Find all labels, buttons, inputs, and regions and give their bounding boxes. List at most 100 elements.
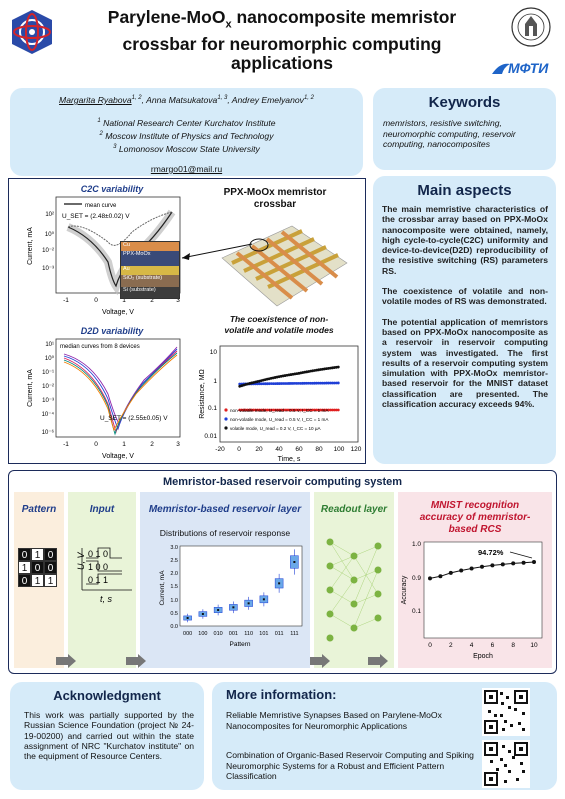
more-link-2[interactable]: Combination of Organic-Based Reservoir C… bbox=[226, 750, 474, 781]
stack-layer: PPX-MoOx bbox=[121, 251, 179, 266]
pattern-cell: 1 bbox=[44, 574, 57, 587]
svg-text:0.1: 0.1 bbox=[208, 405, 217, 412]
resistance-point bbox=[297, 381, 301, 385]
svg-text:60: 60 bbox=[295, 446, 303, 453]
resistance-point bbox=[307, 408, 311, 412]
svg-text:120: 120 bbox=[351, 446, 362, 453]
resistance-point bbox=[242, 408, 246, 412]
svg-text:10: 10 bbox=[210, 349, 218, 356]
resistance-point bbox=[311, 408, 315, 412]
accuracy-point bbox=[438, 574, 443, 579]
resistance-point bbox=[291, 408, 295, 412]
svg-text:2: 2 bbox=[150, 297, 154, 304]
acc-x-tick: 8 bbox=[511, 642, 515, 649]
svg-text:1: 1 bbox=[122, 297, 126, 304]
resistance-point bbox=[321, 381, 324, 385]
acc-x-tick: 6 bbox=[491, 642, 495, 649]
svg-text:80: 80 bbox=[315, 446, 323, 453]
email-link[interactable]: rmargo01@mail.ru bbox=[150, 164, 223, 174]
readout-panel: Readout layer bbox=[314, 492, 394, 668]
authors-line: Margarita Ryabova1, 2, Anna Matsukatova1… bbox=[59, 95, 314, 105]
svg-text:-1: -1 bbox=[63, 441, 69, 448]
svg-text:1.5: 1.5 bbox=[170, 584, 178, 590]
resistance-point bbox=[309, 381, 313, 385]
pattern-cell: 0 bbox=[44, 548, 57, 561]
flow-arrows bbox=[56, 654, 388, 668]
reservoir-title: Memristor-based reservoir computing syst… bbox=[162, 476, 403, 488]
svg-text:10⁻²: 10⁻² bbox=[42, 384, 54, 390]
resistance-point bbox=[287, 408, 291, 412]
dist-title: Distributions of reservoir response bbox=[159, 528, 291, 538]
accuracy-point bbox=[448, 570, 453, 575]
resistance-point bbox=[313, 408, 317, 412]
resistance-point bbox=[301, 381, 305, 385]
d2d-y-ticks: 10¹ 10⁰ 10⁻¹ 10⁻² 10⁻³ 10⁻⁴ 10⁻⁶ bbox=[42, 342, 55, 436]
accuracy-point bbox=[480, 564, 484, 569]
resistance-point bbox=[289, 408, 293, 412]
keywords-text: memristors, resistive switching, neuromo… bbox=[383, 118, 516, 149]
zoom-arrow bbox=[181, 243, 253, 260]
resistance-point bbox=[273, 408, 277, 412]
resistance-series bbox=[238, 365, 340, 412]
svg-text:2.5: 2.5 bbox=[170, 558, 178, 564]
resistance-point bbox=[263, 382, 267, 386]
svg-text:0.9: 0.9 bbox=[412, 575, 421, 582]
d2d-ylabel: Current, mA bbox=[27, 369, 34, 407]
input-panel: Input U, V t, s 0 1 0 1 0 0 0 1 1 bbox=[68, 492, 136, 668]
pattern-cell: 0 bbox=[18, 574, 31, 587]
svg-text:volatile mode, U_read = 0.2 V,: volatile mode, U_read = 0.2 V, I_CC = 10… bbox=[230, 426, 322, 431]
resistance-point bbox=[327, 408, 330, 412]
c2c-y-ticks: 10² 10⁰ 10⁻² 10⁻³ bbox=[42, 212, 54, 272]
main-aspects-title: Main aspects bbox=[417, 182, 512, 199]
qr-code-icon[interactable] bbox=[482, 688, 530, 736]
stack-layer: SiO₂ (substrate) bbox=[121, 275, 179, 287]
accuracy-point bbox=[428, 576, 432, 581]
resistance-point bbox=[293, 382, 297, 385]
svg-text:20: 20 bbox=[255, 446, 263, 453]
resistance-point bbox=[305, 408, 309, 412]
resistance-point bbox=[330, 408, 334, 412]
pattern-title: Pattern bbox=[21, 504, 57, 515]
res-legend: non-volatile mode, U_read = 0.5 V, I_CC … bbox=[224, 408, 329, 431]
resistance-point bbox=[260, 382, 263, 386]
resistance-point bbox=[329, 408, 332, 412]
resistance-point bbox=[263, 408, 267, 412]
resistance-point bbox=[269, 408, 273, 412]
res-xlabel: Time, s bbox=[278, 456, 301, 463]
svg-text:-20: -20 bbox=[215, 446, 225, 453]
svg-text:3.0: 3.0 bbox=[170, 545, 178, 551]
resistance-point bbox=[267, 408, 271, 412]
box-x-tick: 001 bbox=[229, 631, 238, 637]
resistance-point bbox=[297, 408, 301, 412]
resistance-point bbox=[248, 408, 251, 412]
resistance-point bbox=[252, 408, 255, 412]
resistance-point bbox=[336, 365, 340, 369]
accuracy-chart: 94.72% 1.0 0.9 0.1 0 2 4 6 8 10 Epoch Accurac… bbox=[401, 541, 543, 660]
qr-code-icon[interactable] bbox=[482, 740, 530, 788]
more-link-1[interactable]: Reliable Memristive Synapses Based on Pa… bbox=[226, 710, 442, 731]
box-x-tick: 101 bbox=[259, 631, 268, 637]
svg-text:10⁻³: 10⁻³ bbox=[42, 266, 54, 272]
resistance-point bbox=[325, 381, 328, 385]
resistance-point bbox=[275, 382, 279, 385]
resistance-point bbox=[265, 408, 269, 412]
box-xlabel: Pattern bbox=[230, 641, 251, 648]
resistance-point bbox=[285, 408, 289, 412]
svg-text:10¹: 10¹ bbox=[45, 342, 54, 348]
resistance-point bbox=[309, 408, 313, 412]
resistance-point bbox=[275, 408, 279, 412]
acc-x-ticks: 0 2 4 6 8 10 bbox=[428, 642, 538, 649]
accuracy-point bbox=[469, 566, 474, 571]
input-title: Input bbox=[89, 504, 115, 515]
resistance-point bbox=[277, 408, 281, 412]
c2c-vset: U_SET = (2.48±0.02) V bbox=[62, 213, 130, 220]
authors-box: Margarita Ryabova1, 2, Anna Matsukatova1… bbox=[10, 88, 363, 176]
resistance-point bbox=[244, 408, 248, 412]
resistance-point bbox=[271, 382, 275, 386]
acc-x-tick: 2 bbox=[449, 642, 453, 649]
svg-text:100: 100 bbox=[334, 446, 345, 453]
svg-text:10⁰: 10⁰ bbox=[45, 231, 55, 238]
d2d-x-ticks: -1 0 1 2 3 bbox=[63, 441, 180, 448]
resistance-point bbox=[240, 408, 244, 412]
reservoir-layer-panel: Memristor-based reservoir layer Distribu… bbox=[140, 492, 310, 668]
